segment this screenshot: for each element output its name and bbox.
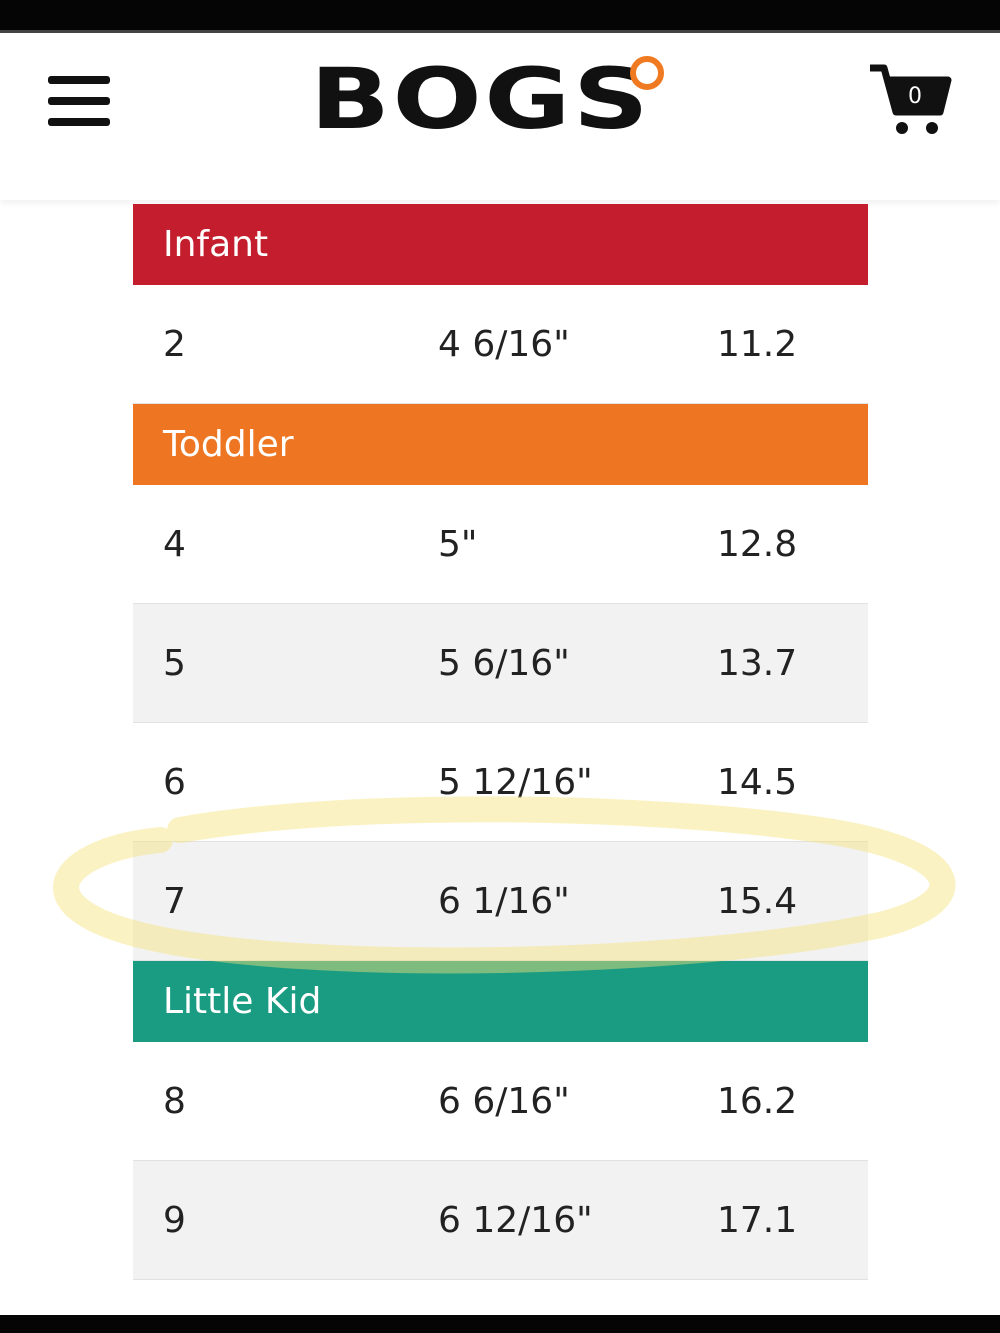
table-cell: 6 6/16"	[438, 1081, 570, 1122]
table-cell: 4 6/16"	[438, 324, 570, 365]
nav-bar	[0, 1315, 1000, 1333]
cart-icon[interactable]	[866, 62, 952, 138]
size-table: Infant 2 4 6/16" 11.2 Toddler 4 5" 12.8 5 5 6/16"…	[133, 204, 868, 1280]
table-row: 6 5 12/16" 14.5	[133, 723, 868, 842]
section-header: Infant	[133, 204, 868, 285]
logo[interactable]: BOGS	[310, 50, 652, 148]
table-cell: 12.8	[717, 524, 798, 565]
table-cell: 9	[163, 1200, 186, 1241]
table-row: 2 4 6/16" 11.2	[133, 285, 868, 404]
table-cell: 4	[163, 524, 186, 565]
table-cell: 6 12/16"	[438, 1200, 593, 1241]
table-cell: 13.7	[717, 643, 798, 684]
table-row: 9 6 12/16" 17.1	[133, 1161, 868, 1280]
table-cell: 6 1/16"	[438, 881, 570, 922]
table-cell: 17.1	[717, 1200, 798, 1241]
table-cell: 8	[163, 1081, 186, 1122]
table-row: 8 6 6/16" 16.2	[133, 1042, 868, 1161]
site-header	[0, 33, 1000, 200]
table-cell: 14.5	[717, 762, 798, 803]
menu-button[interactable]	[48, 76, 110, 126]
table-cell: 5	[163, 643, 186, 684]
table-row: 7 6 1/16" 15.4	[133, 842, 868, 961]
logo-mark	[630, 56, 664, 90]
table-cell: 5 12/16"	[438, 762, 593, 803]
table-cell: 11.2	[717, 324, 798, 365]
table-row: 5 5 6/16" 13.7	[133, 604, 868, 723]
table-row: 4 5" 12.8	[133, 485, 868, 604]
status-bar	[0, 0, 1000, 33]
table-cell: 7	[163, 881, 186, 922]
table-cell: 2	[163, 324, 186, 365]
table-cell: 6	[163, 762, 186, 803]
section-header: Little Kid	[133, 961, 868, 1042]
table-cell: 5 6/16"	[438, 643, 570, 684]
table-cell: 16.2	[717, 1081, 798, 1122]
table-cell: 15.4	[717, 881, 798, 922]
table-cell: 5"	[438, 524, 478, 565]
cart-count: 0	[908, 84, 922, 109]
section-header: Toddler	[133, 404, 868, 485]
